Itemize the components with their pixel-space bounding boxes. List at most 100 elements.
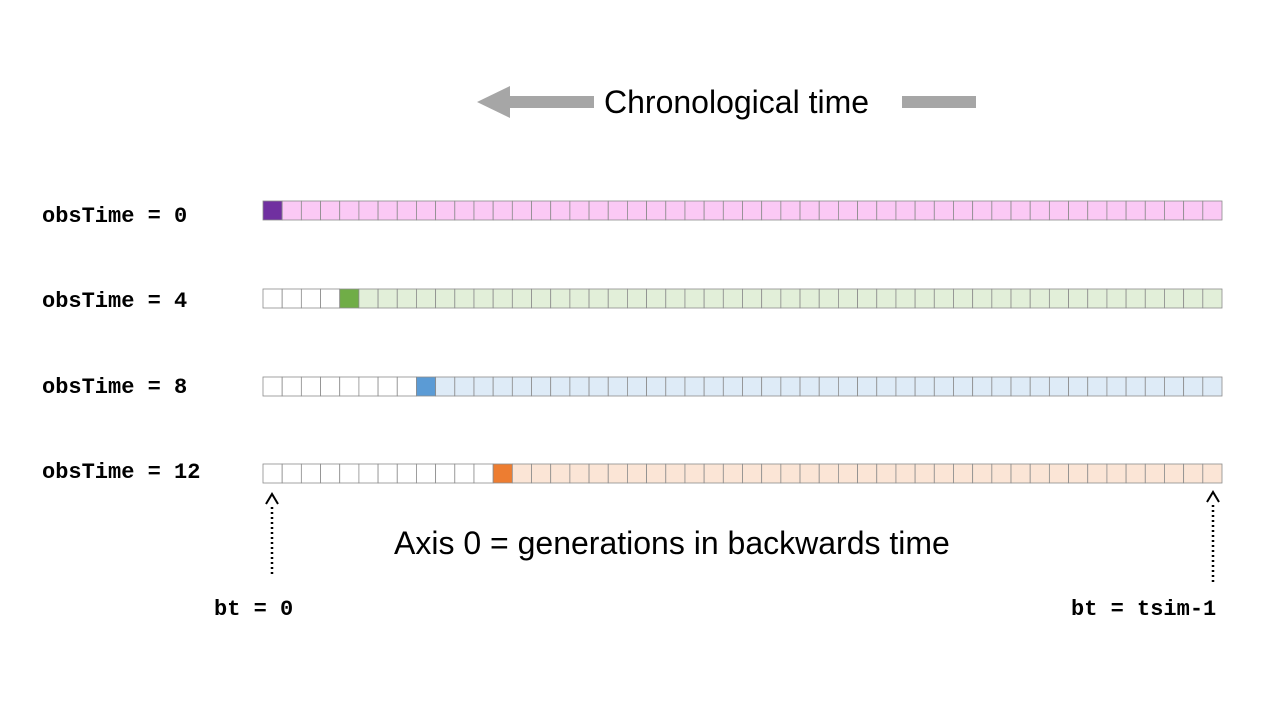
cell [799, 376, 820, 397]
cell [1048, 288, 1069, 309]
cell [1164, 376, 1185, 397]
cell [1010, 463, 1031, 484]
cell [914, 463, 935, 484]
empty-cell [454, 463, 475, 484]
cell [722, 463, 743, 484]
cell-strip [262, 376, 1223, 397]
cell [818, 463, 839, 484]
cell [933, 200, 954, 221]
cell [377, 200, 398, 221]
cell [511, 288, 532, 309]
cell [569, 463, 590, 484]
cell [742, 200, 763, 221]
cell [492, 200, 513, 221]
start-pointer-head [265, 492, 279, 505]
cell [703, 288, 724, 309]
cell [972, 200, 993, 221]
cell-strip [262, 288, 1223, 309]
cell [473, 376, 494, 397]
empty-cell [262, 463, 283, 484]
generation-rows [262, 200, 1223, 484]
cell [1125, 200, 1146, 221]
start-pointer [265, 492, 279, 574]
cell [857, 200, 878, 221]
cell [972, 463, 993, 484]
cell [876, 288, 897, 309]
cell [761, 200, 782, 221]
cell-strip [262, 463, 1223, 484]
cell [991, 288, 1012, 309]
cell [1164, 463, 1185, 484]
cell [684, 463, 705, 484]
cell [300, 200, 321, 221]
cell [1068, 288, 1089, 309]
empty-cell [358, 463, 379, 484]
cell [1202, 200, 1223, 221]
cell [933, 288, 954, 309]
cell [742, 376, 763, 397]
empty-cell [320, 376, 341, 397]
cell [550, 463, 571, 484]
cell [799, 463, 820, 484]
end-tick-label: bt = tsim-1 [1071, 597, 1217, 622]
cell [1087, 463, 1108, 484]
cell [1029, 463, 1050, 484]
cell [1068, 200, 1089, 221]
cell [531, 288, 552, 309]
cell [665, 463, 686, 484]
cell [588, 463, 609, 484]
cell [531, 200, 552, 221]
cell [703, 200, 724, 221]
cell [665, 200, 686, 221]
cell [588, 288, 609, 309]
start-tick-label: bt = 0 [214, 597, 294, 622]
cell [1048, 200, 1069, 221]
empty-cell [262, 376, 283, 397]
cell [1010, 288, 1031, 309]
cell [799, 200, 820, 221]
cell [780, 200, 801, 221]
cell [281, 200, 302, 221]
cell [1144, 463, 1165, 484]
cell [1144, 376, 1165, 397]
cell [780, 463, 801, 484]
cell [1125, 463, 1146, 484]
left-arrowhead [477, 86, 510, 118]
cell [895, 200, 916, 221]
cell [339, 200, 360, 221]
cell [703, 376, 724, 397]
chronological-time-arrow [477, 86, 976, 118]
observed-cell [416, 376, 437, 397]
cell [1183, 376, 1204, 397]
cell [761, 463, 782, 484]
empty-cell [300, 376, 321, 397]
cell [703, 463, 724, 484]
cell [876, 463, 897, 484]
cell [838, 463, 858, 484]
cell [1164, 200, 1185, 221]
cell [1029, 200, 1050, 221]
cell [953, 463, 974, 484]
cell [818, 288, 839, 309]
observed-cell [339, 288, 360, 309]
cell [914, 376, 935, 397]
cell [396, 200, 417, 221]
cell [895, 288, 916, 309]
cell [991, 463, 1012, 484]
cell [627, 376, 647, 397]
cell [473, 200, 494, 221]
empty-cell [377, 376, 398, 397]
cell [684, 288, 705, 309]
left-arrow-shaft [508, 96, 594, 108]
cell [991, 200, 1012, 221]
cell [838, 288, 858, 309]
cell [646, 200, 667, 221]
empty-cell [416, 463, 437, 484]
cell [627, 200, 647, 221]
cell [876, 376, 897, 397]
cell [838, 376, 858, 397]
cell [1125, 376, 1146, 397]
cell [1202, 288, 1223, 309]
cell [627, 463, 647, 484]
